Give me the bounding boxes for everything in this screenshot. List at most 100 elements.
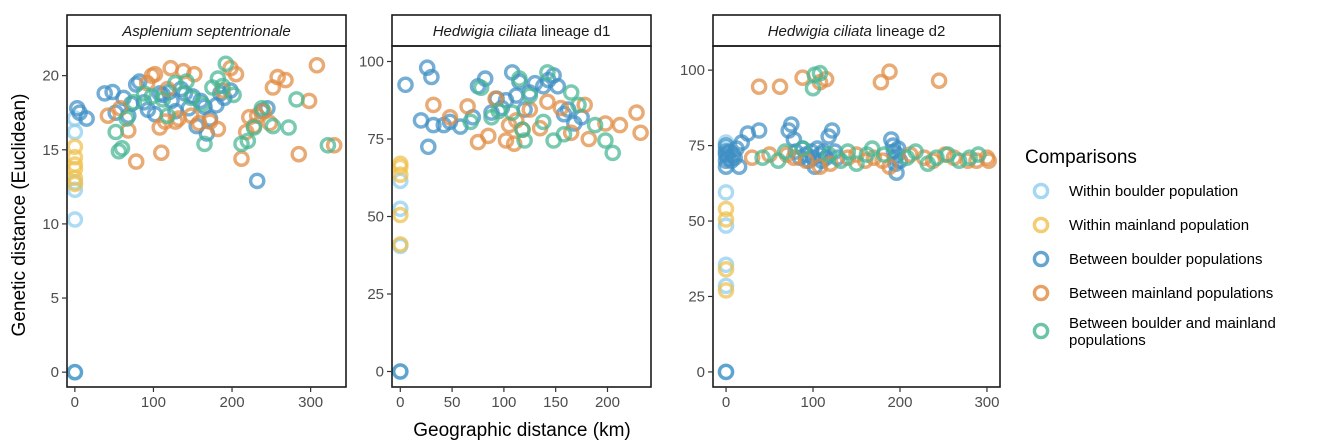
panel-title-b: Hedwigia ciliata lineage d1 <box>433 23 611 40</box>
legend-item-bb: Between boulder populations <box>1032 250 1262 268</box>
point-bbm <box>514 121 531 138</box>
legend-label-wb: Within boulder population <box>1069 183 1238 200</box>
point-bm <box>811 158 829 175</box>
point-bm <box>425 96 442 114</box>
point-wm <box>67 138 84 156</box>
point-bbm <box>503 104 521 121</box>
point-bbm <box>907 143 924 160</box>
point-wm <box>392 206 409 224</box>
y-tick-label: 15 <box>42 142 59 159</box>
point-bbm <box>196 135 213 153</box>
legend-label-wm: Within mainland population <box>1069 217 1249 234</box>
y-tick-label: 10 <box>42 216 59 233</box>
point-bm <box>771 78 789 95</box>
legend-item-wb: Within boulder population <box>1032 182 1238 200</box>
y-tick-label: 100 <box>359 54 384 71</box>
point-bbm <box>113 139 131 157</box>
legend-key-bm <box>1032 284 1050 302</box>
point-wm <box>717 260 735 278</box>
y-tick-label: 0 <box>376 364 384 381</box>
point-bb <box>248 172 266 190</box>
point-wb <box>392 200 409 218</box>
legend: Comparisons Within boulder populationWit… <box>1025 147 1276 349</box>
point-bbm <box>159 107 176 124</box>
point-bm <box>930 72 948 89</box>
point-wm <box>67 156 84 173</box>
point-bbm <box>516 132 533 149</box>
y-tick-label: 100 <box>680 62 705 79</box>
point-bbm <box>319 136 337 154</box>
point-bbm <box>839 143 857 160</box>
panel-b: Hedwigia ciliata lineage d1 0 25 50 75 100 0 50… <box>359 14 652 411</box>
panel-c: Hedwigia ciliata lineage d2 0 25 50 75 100 0 10… <box>680 14 1001 411</box>
y-tick-label: 25 <box>367 286 384 303</box>
point-bm <box>261 114 279 132</box>
point-bbm <box>535 113 552 131</box>
panel-title-c: Hedwigia ciliata lineage d2 <box>768 23 946 40</box>
strip-c <box>712 14 1001 47</box>
point-bm <box>441 109 459 126</box>
point-bbm <box>264 117 282 135</box>
x-tick-label: 0 <box>396 394 404 411</box>
point-bbm <box>462 113 480 131</box>
point-bbm <box>107 123 124 141</box>
point-bm <box>152 144 170 161</box>
point-bbm <box>110 142 128 160</box>
point-bm <box>290 145 308 163</box>
point-bbm <box>754 149 771 166</box>
point-wb <box>717 217 735 234</box>
points-a <box>67 55 343 381</box>
x-tick-label: 0 <box>71 394 79 411</box>
y-tick-label: 0 <box>697 364 705 381</box>
point-wm <box>717 211 735 228</box>
point-bbm <box>961 149 978 166</box>
point-bm <box>539 93 556 111</box>
point-bbm <box>280 119 297 136</box>
point-bm <box>233 150 250 167</box>
y-tick-label: 25 <box>688 288 705 305</box>
point-bm <box>325 136 343 154</box>
point-bbm <box>570 96 587 114</box>
legend-key-bb <box>1032 250 1050 268</box>
x-tick-label: 200 <box>220 394 245 411</box>
point-bb <box>717 363 735 381</box>
point-wm <box>67 148 84 166</box>
point-bbm <box>472 79 490 97</box>
point-bb <box>67 363 84 381</box>
x-tick-label: 100 <box>491 394 516 411</box>
y-tick-label: 50 <box>688 213 705 230</box>
point-bbm <box>848 155 865 172</box>
point-bbm <box>562 84 580 101</box>
x-tick-label: 200 <box>887 394 912 411</box>
point-bb <box>392 363 409 380</box>
point-bbm <box>214 77 231 95</box>
point-wb <box>67 211 84 228</box>
point-bm <box>99 107 117 124</box>
x-tick-label: 300 <box>974 394 999 411</box>
point-bbm <box>135 85 153 102</box>
point-bb <box>549 78 567 95</box>
point-bm <box>632 124 649 142</box>
strip-b <box>391 14 652 47</box>
x-tick-label: 100 <box>141 394 166 411</box>
point-bb <box>423 68 440 86</box>
point-bb <box>419 138 437 156</box>
point-bbm <box>225 86 242 104</box>
y-tick-label: 20 <box>42 68 59 85</box>
point-bb <box>823 122 841 139</box>
x-tick-label: 50 <box>444 394 461 411</box>
x-tick-label: 200 <box>595 394 620 411</box>
legend-key-wm <box>1032 216 1050 234</box>
point-bbm <box>245 119 263 136</box>
point-bb <box>730 158 748 175</box>
point-bm <box>611 116 629 134</box>
legend-key-wb <box>1032 182 1050 200</box>
point-bb <box>425 116 442 134</box>
point-bbm <box>521 87 539 104</box>
point-bm <box>190 114 208 132</box>
legend-label-bb: Between boulder populations <box>1069 251 1262 268</box>
point-bb <box>750 122 768 139</box>
